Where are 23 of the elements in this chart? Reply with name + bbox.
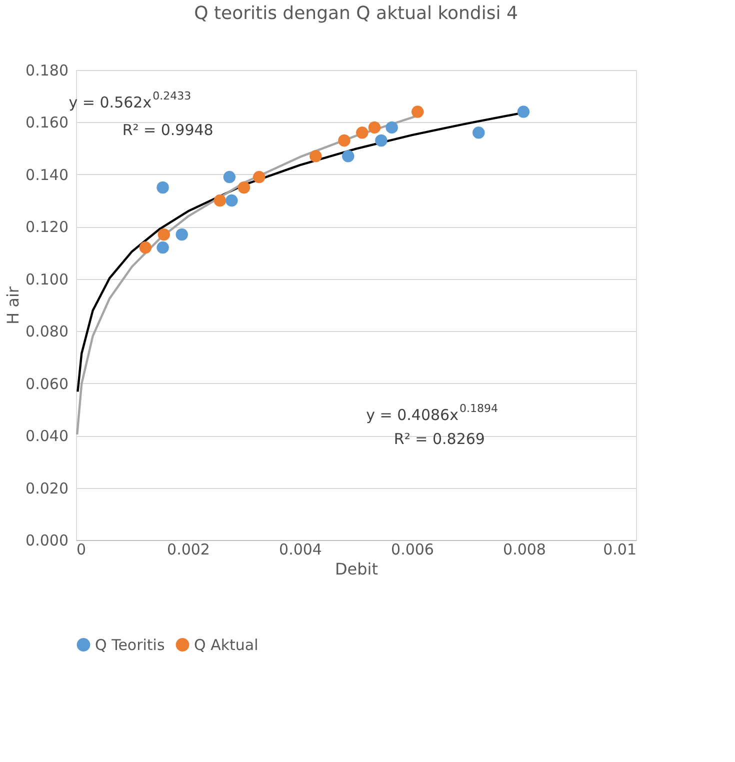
chart-title: Q teoritis dengan Q aktual kondisi 4: [194, 3, 518, 24]
y-axis-title: H air: [4, 286, 23, 324]
x-tick-label: 0.004: [279, 540, 322, 558]
y-tick-label: 0.140: [26, 166, 68, 184]
x-tick-label: 0.006: [391, 540, 434, 558]
x-axis-title: Debit: [334, 560, 378, 578]
annotation: R² = 0.9948: [122, 121, 214, 140]
y-tick-label: 0.120: [26, 218, 68, 236]
legend-label: Q Teoritis: [95, 636, 165, 654]
y-tick-label: 0.100: [26, 270, 68, 288]
x-tick-label: 0: [76, 540, 86, 558]
legend-label: Q Aktual: [194, 636, 258, 654]
x-tick-label: 0.002: [167, 540, 210, 558]
y-tick-label: 0.160: [26, 114, 68, 132]
y-tick-label: 0.000: [26, 532, 68, 550]
x-tick-label: 0.01: [603, 540, 636, 558]
x-tick-label: 0.008: [503, 540, 546, 558]
y-tick-label: 0.060: [26, 374, 68, 393]
annotation: R² = 0.8269: [394, 430, 485, 448]
y-tick-label: 0.020: [26, 479, 68, 498]
y-tick-label: 0.180: [26, 62, 68, 80]
y-tick-label: 0.080: [26, 322, 68, 341]
y-tick-label: 0.040: [26, 427, 68, 446]
